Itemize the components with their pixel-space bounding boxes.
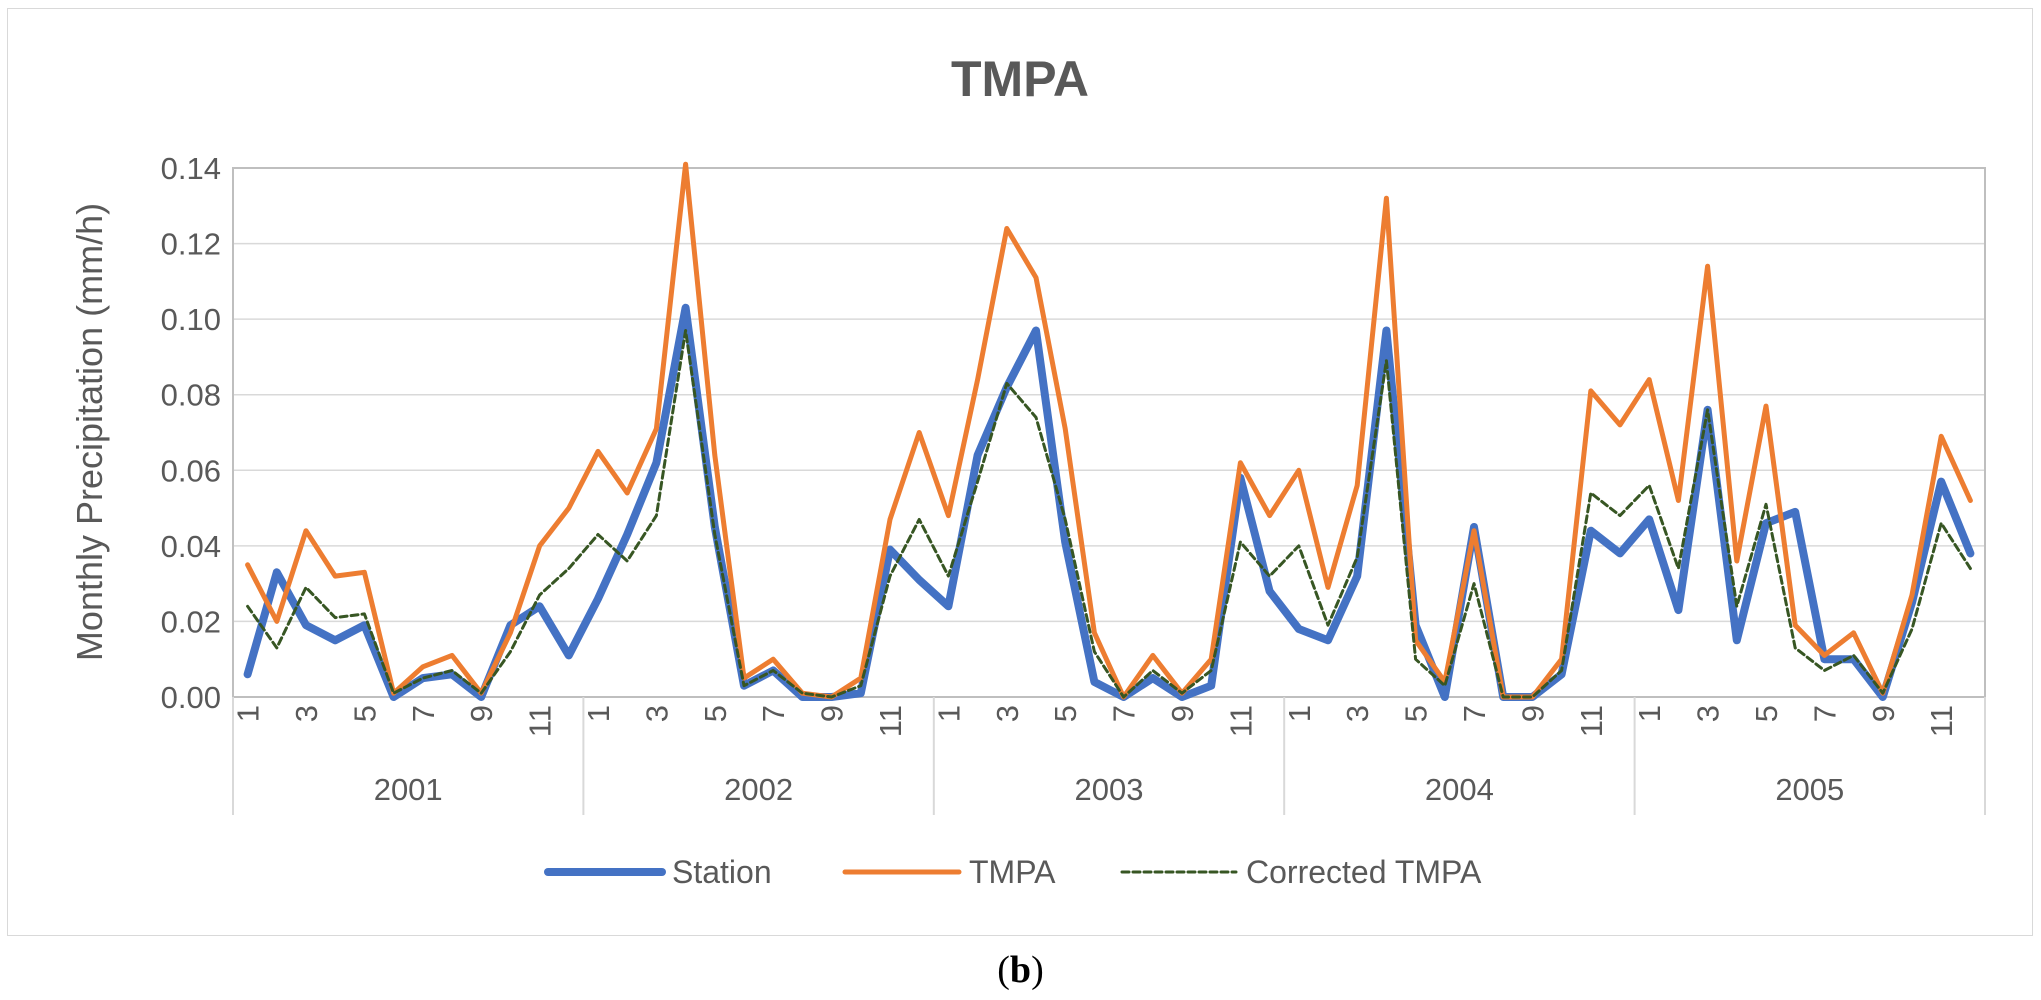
chart-title: TMPA xyxy=(951,51,1089,107)
x-month-tick-label: 7 xyxy=(1807,705,1842,722)
x-year-label: 2002 xyxy=(724,772,793,807)
x-month-tick-label: 7 xyxy=(756,705,791,722)
caption-letter: b xyxy=(1009,949,1032,991)
x-month-tick-label: 1 xyxy=(231,705,266,722)
legend: Station TMPA Corrected TMPA xyxy=(544,854,1482,890)
y-tick-label: 0.08 xyxy=(161,378,221,413)
x-month-tick-label: 9 xyxy=(815,705,850,722)
legend-label: Station xyxy=(672,854,772,890)
x-year-label: 2005 xyxy=(1775,772,1844,807)
x-year-label: 2004 xyxy=(1425,772,1494,807)
x-month-tick-label: 5 xyxy=(698,705,733,722)
y-tick-label: 0.04 xyxy=(161,529,221,564)
x-month-tick-label: 5 xyxy=(1399,705,1434,722)
x-month-tick-label: 1 xyxy=(581,705,616,722)
x-month-tick-label: 11 xyxy=(873,705,908,737)
y-tick-label: 0.02 xyxy=(161,604,221,639)
caption-close-paren: ) xyxy=(1031,949,1044,991)
x-month-tick-label: 3 xyxy=(639,705,674,722)
series-line-tmpa xyxy=(245,161,1973,700)
x-month-tick-label: 1 xyxy=(931,705,966,722)
x-month-tick-label: 3 xyxy=(1340,705,1375,722)
figure-caption: (b) xyxy=(0,948,2041,992)
x-month-tick-label: 5 xyxy=(347,705,382,722)
plot-area-border xyxy=(232,167,1986,698)
x-month-tick-label: 3 xyxy=(289,705,324,722)
x-month-tick-label: 7 xyxy=(1457,705,1492,722)
chart-frame xyxy=(7,8,2033,936)
x-month-tick-label: 9 xyxy=(1866,705,1901,722)
x-year-label: 2001 xyxy=(374,772,443,807)
y-tick-label: 0.06 xyxy=(161,453,221,488)
x-month-tick-label: 11 xyxy=(1924,705,1959,737)
x-month-tick-label: 9 xyxy=(464,705,499,722)
line-chart: TMPA Monthly Precipitation (mm/h) 0.00 0.… xyxy=(69,51,1986,890)
y-tick-label: 0.10 xyxy=(161,302,221,337)
x-month-tick-label: 1 xyxy=(1282,705,1317,722)
axes: 0.000.020.040.060.080.100.120.141 3 5 7 9 112… xyxy=(161,151,1986,815)
y-tick-label: 0.14 xyxy=(161,151,221,186)
x-month-tick-label: 11 xyxy=(1574,705,1609,737)
series-lines xyxy=(243,161,1975,701)
x-month-tick-label: 7 xyxy=(406,705,441,722)
x-month-tick-label: 5 xyxy=(1048,705,1083,722)
x-month-tick-label: 3 xyxy=(990,705,1025,722)
y-tick-label: 0.12 xyxy=(161,227,221,262)
x-month-tick-label: 11 xyxy=(1223,705,1258,737)
legend-label: TMPA xyxy=(969,854,1056,890)
x-month-tick-label: 5 xyxy=(1749,705,1784,722)
legend-label: Corrected TMPA xyxy=(1246,854,1482,890)
y-axis-title: Monthly Precipitation (mm/h) xyxy=(69,203,110,661)
x-month-tick-label: 3 xyxy=(1691,705,1726,722)
x-month-tick-label: 1 xyxy=(1632,705,1667,722)
y-tick-label: 0.00 xyxy=(161,680,221,715)
caption-open-paren: ( xyxy=(997,949,1010,991)
x-month-tick-label: 11 xyxy=(523,705,558,737)
series-line-corrected-tmpa xyxy=(246,329,1972,699)
x-year-label: 2003 xyxy=(1075,772,1144,807)
series-line-station xyxy=(243,303,1975,701)
x-month-tick-label: 9 xyxy=(1165,705,1200,722)
x-month-tick-label: 9 xyxy=(1515,705,1550,722)
x-month-tick-label: 7 xyxy=(1107,705,1142,722)
